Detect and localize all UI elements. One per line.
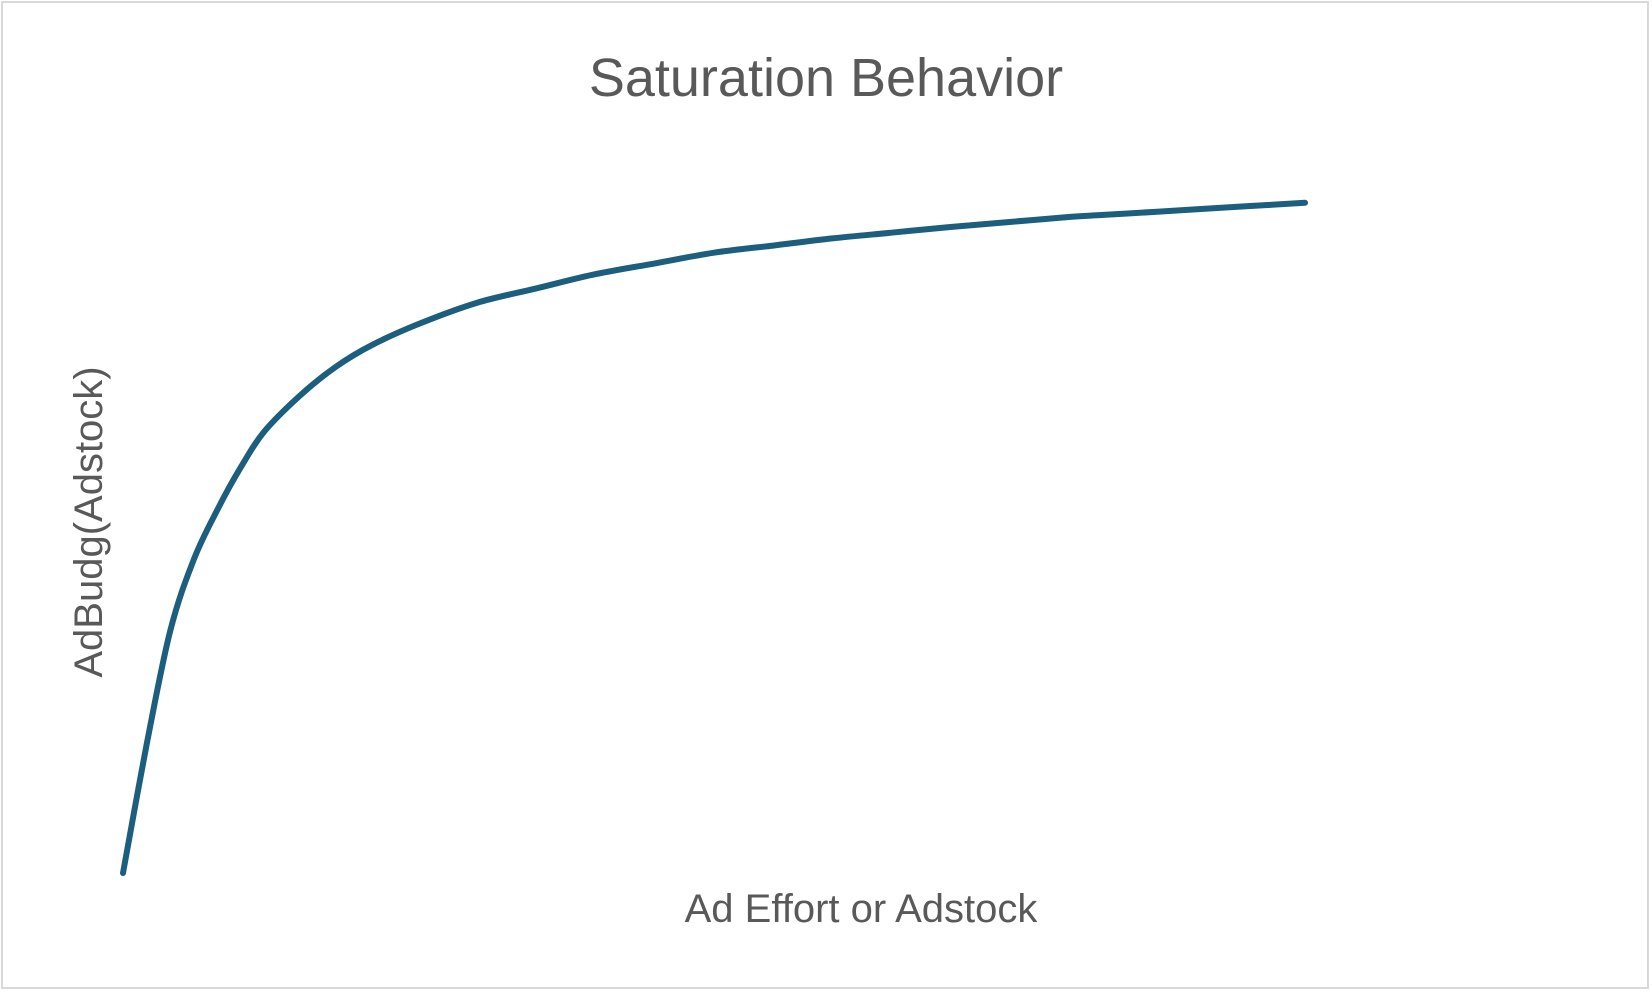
series-line-0	[120, 199, 1308, 876]
y-axis-label: AdBudg(Adstock)	[67, 366, 111, 677]
plot-area	[120, 199, 1308, 876]
x-axis-label: Ad Effort or Adstock	[685, 887, 1039, 931]
chart-title: Saturation Behavior	[589, 48, 1063, 108]
